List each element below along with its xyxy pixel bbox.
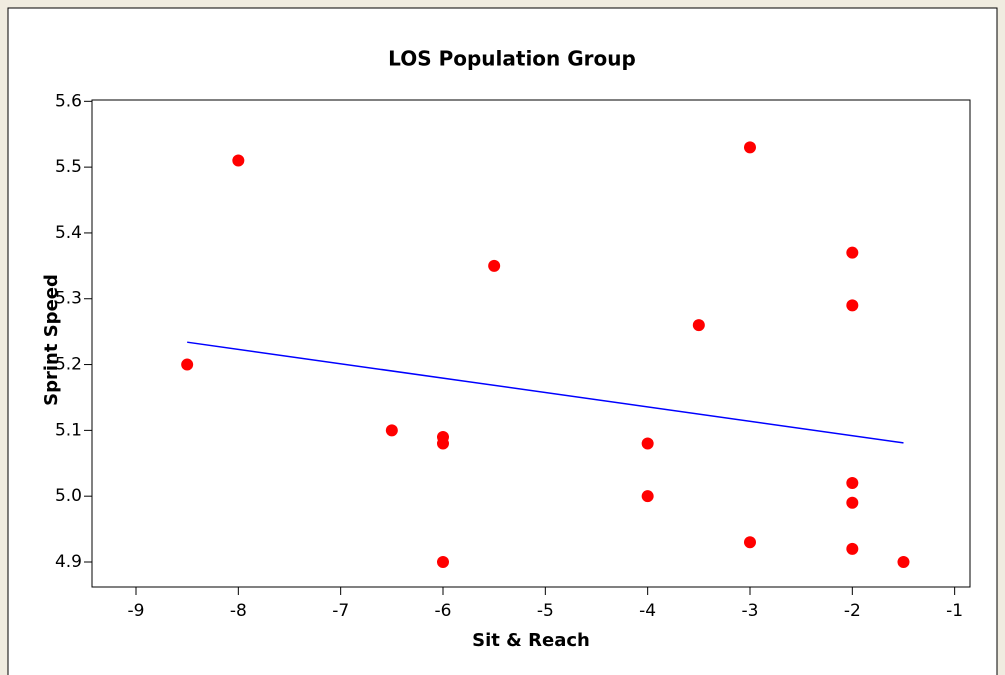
y-tick-label: 5.5 [55,157,82,177]
data-point [385,424,398,437]
data-point [436,437,449,450]
x-tick-label: -6 [435,601,452,621]
x-axis-label: Sit & Reach [472,630,590,651]
y-tick-label: 5.3 [55,289,82,309]
x-tick-label: -3 [742,601,759,621]
data-point [743,536,756,549]
x-tick-label: -7 [332,601,349,621]
data-point [641,437,654,450]
y-tick-label: 5.0 [55,486,82,506]
y-tick-label: 5.1 [55,420,82,440]
trend-line [187,341,904,444]
y-axis-label: Sprint Speed [41,274,62,406]
x-tick-label: -5 [537,601,554,621]
data-point [846,542,859,555]
data-point [846,477,859,490]
x-tick-label: -4 [639,601,656,621]
x-tick-label: -2 [844,601,861,621]
data-point [232,154,245,167]
data-point [846,299,859,312]
y-tick-label: 5.4 [55,223,82,243]
y-tick-label: 5.2 [55,355,82,375]
data-point [897,555,910,568]
data-point [692,319,705,332]
data-point [743,141,756,154]
x-tick-label: -8 [230,601,247,621]
chart-title: LOS Population Group [388,47,636,71]
y-tick-label: 4.9 [55,552,82,572]
data-point [181,358,194,371]
x-tick-label: -9 [128,601,145,621]
y-tick-label: 5.6 [55,91,82,111]
plot-area [91,99,971,588]
data-point [436,555,449,568]
data-point [846,246,859,259]
data-point [488,259,501,272]
data-point [846,496,859,509]
x-tick-label: -1 [946,601,963,621]
data-point [641,490,654,503]
